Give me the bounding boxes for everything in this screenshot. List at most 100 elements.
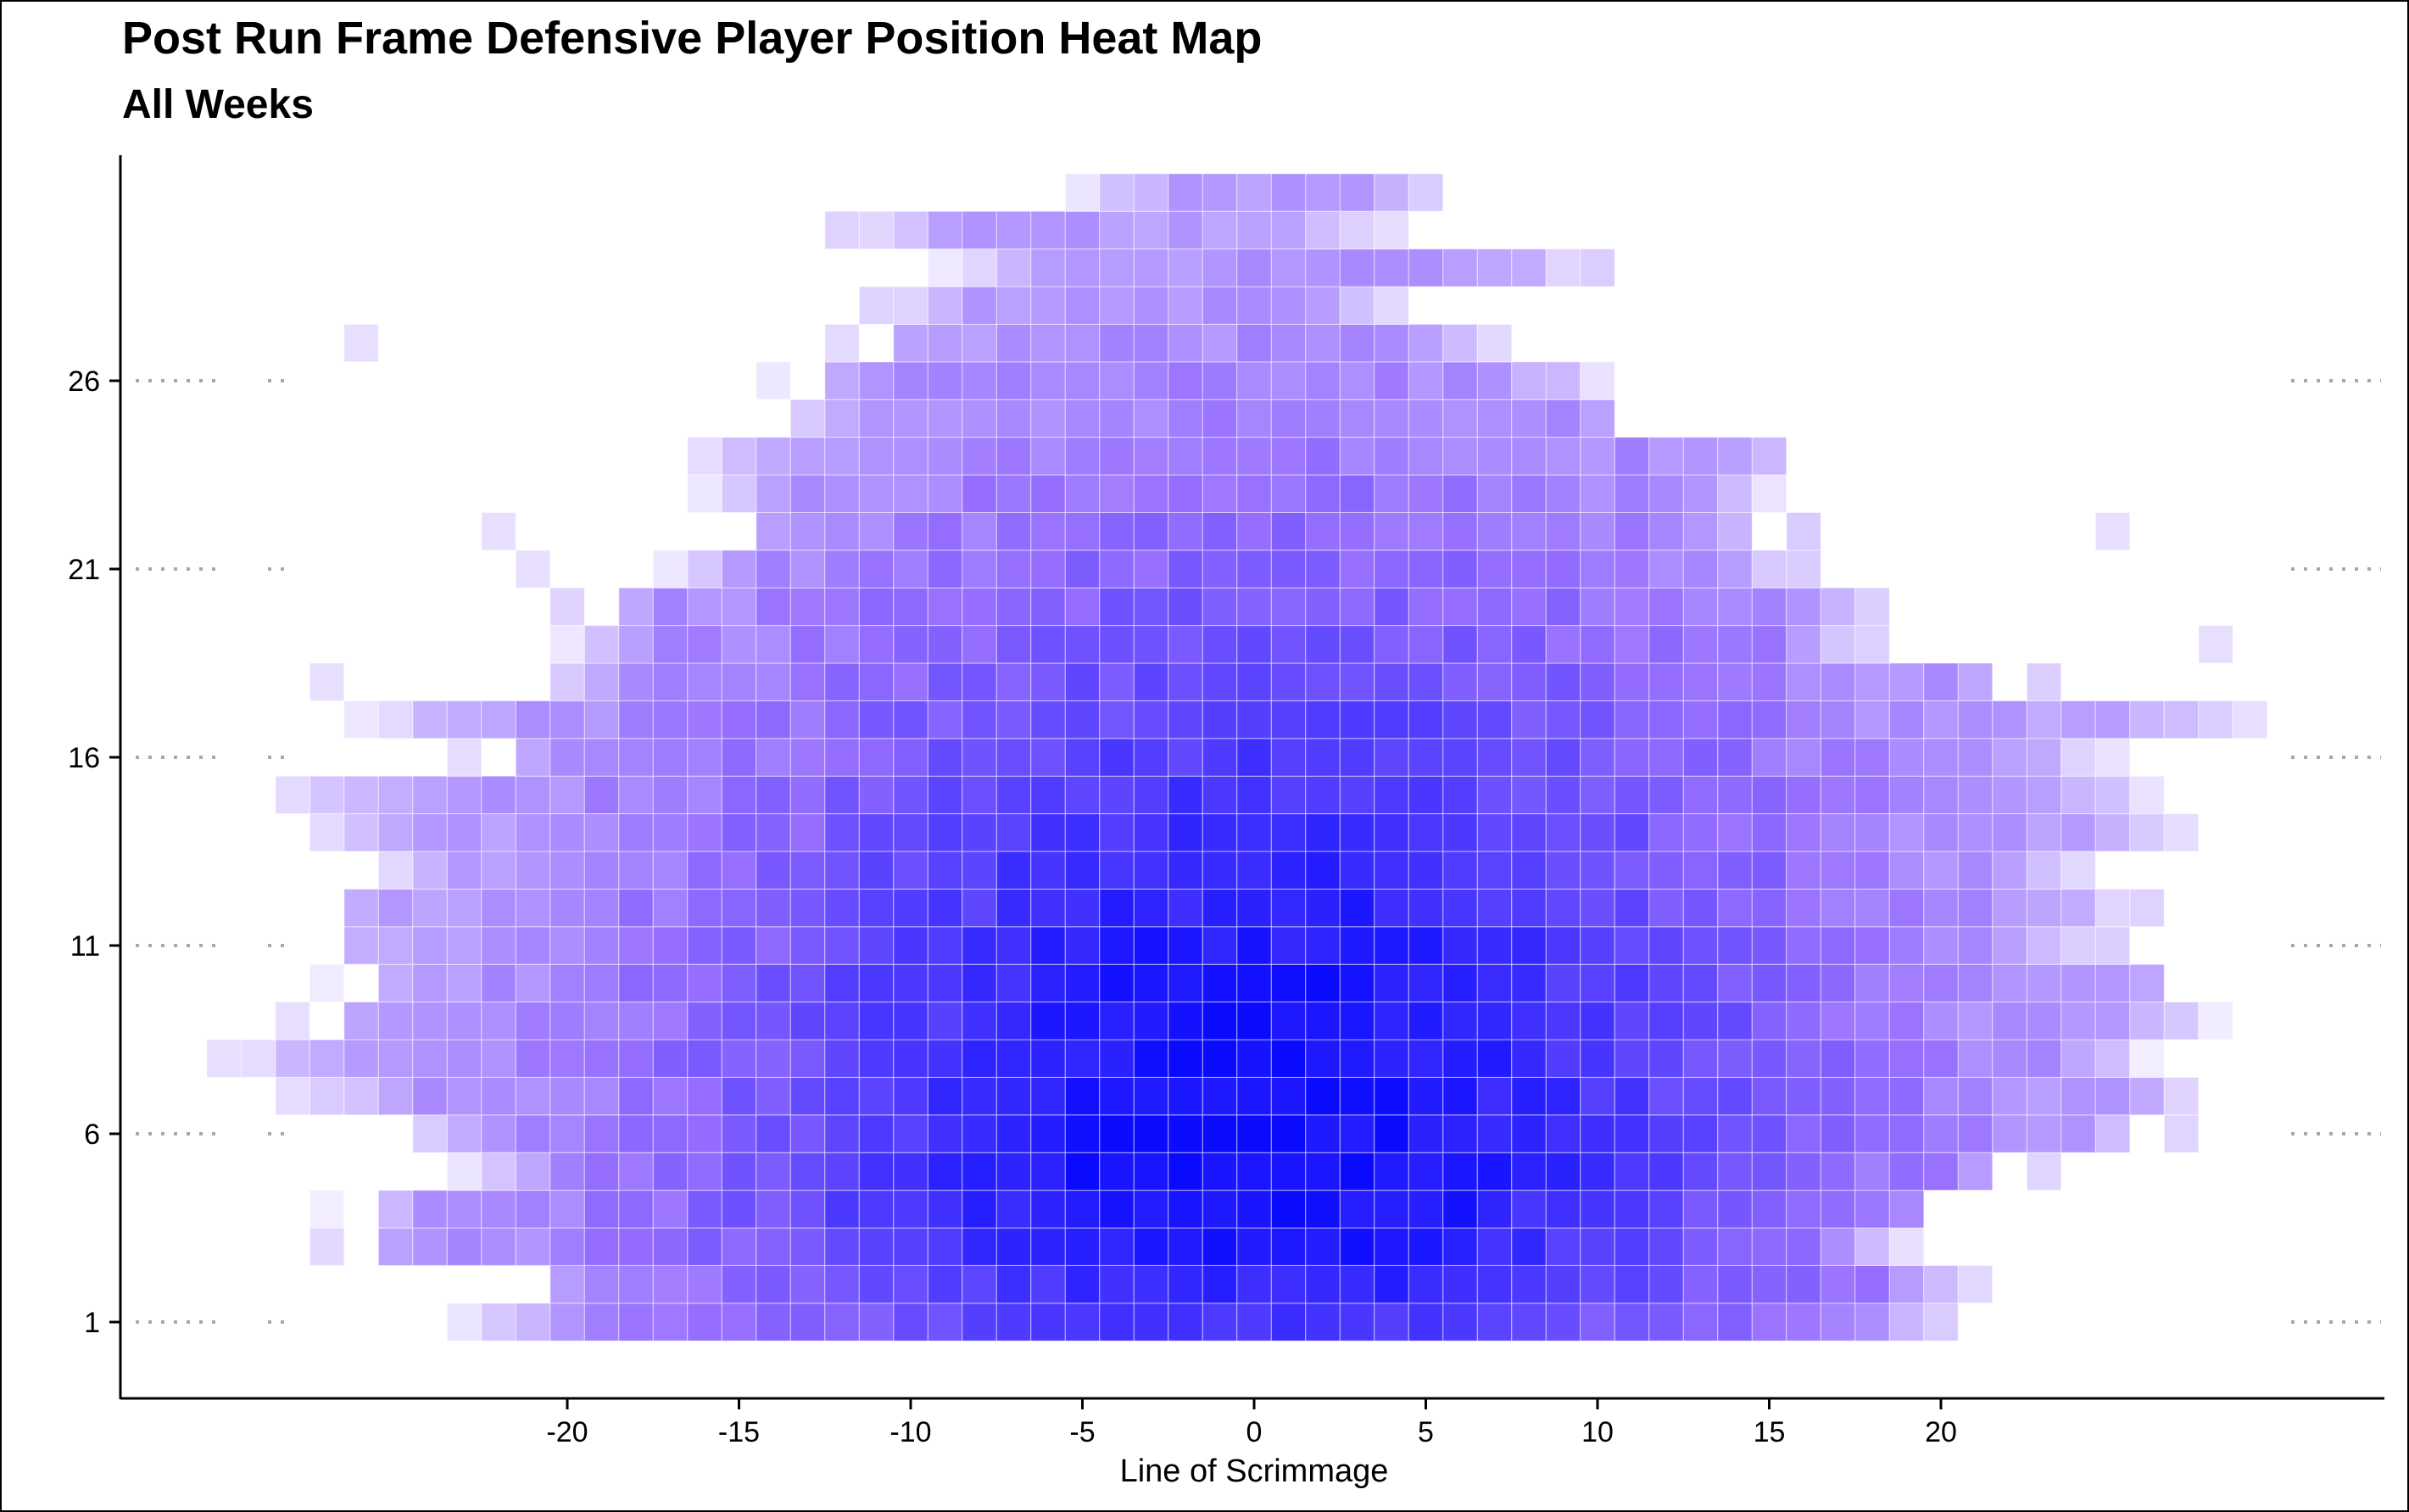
heatmap-cell [824,1114,860,1153]
heatmap-cell [1580,963,1615,1003]
heatmap-cell [1374,700,1409,739]
heatmap-cell [1339,1001,1375,1041]
heatmap-cell [549,738,585,777]
heatmap-cell [481,1152,516,1191]
heatmap-cell [1992,926,2027,965]
heatmap-cell [1614,813,1650,852]
heatmap-cell [1820,1227,1856,1266]
heatmap-cell [446,926,482,965]
heatmap-cell [858,700,895,739]
heatmap-cell [1133,1303,1169,1342]
heatmap-cell [756,851,791,890]
heatmap-cell [1099,1303,1135,1342]
heatmap-cell [1030,1001,1066,1041]
heatmap-cell [1305,361,1341,400]
heatmap-cell [995,399,1032,438]
heatmap-cell [2026,813,2062,852]
heatmap-cell [927,963,963,1003]
heatmap-cell [687,1303,722,1342]
x-tick-label: 15 [1754,1416,1786,1448]
heatmap-cell [1408,625,1444,664]
heatmap-cell [1202,1152,1238,1191]
heatmap-cell [1820,1303,1856,1342]
heatmap-cell [1648,1303,1684,1342]
heatmap-cell [1648,437,1684,476]
heatmap-cell [1133,323,1169,363]
heatmap-cell [1236,1114,1272,1153]
y-tick-label: 6 [84,1119,100,1151]
heatmap-cell [1099,399,1135,438]
heatmap-cell [1476,587,1513,627]
heatmap-cell [1339,963,1375,1003]
heatmap-cell [1957,1114,1994,1153]
heatmap-cell [618,738,654,777]
heatmap-cell [1339,1303,1375,1342]
heatmap-cell [377,851,414,890]
heatmap-cell [412,1190,448,1229]
heatmap-cell [549,1076,585,1116]
heatmap-cell [1064,361,1101,400]
heatmap-cell [618,1303,654,1342]
heatmap-cell [858,550,895,589]
heatmap-cell [995,625,1032,664]
heatmap-cell [1408,248,1444,287]
heatmap-cell [1442,700,1478,739]
heatmap-cell [995,851,1032,890]
heatmap-cell [1820,813,1856,852]
heatmap-cell [583,926,620,965]
heatmap-cell [687,587,722,627]
heatmap-cell [1099,474,1135,513]
heatmap-cell [1751,550,1787,589]
heatmap-cell [858,963,895,1003]
heatmap-cell [1374,1190,1409,1229]
heatmap-cell [893,210,928,250]
heatmap-cell [1133,963,1169,1003]
heatmap-cell [2060,888,2096,928]
heatmap-cell [1064,173,1101,212]
heatmap-cell [1545,474,1581,513]
heatmap-cell [2026,963,2062,1003]
heatmap-cell [343,775,379,815]
heatmap-cell [1476,437,1513,476]
heatmap-cell [756,625,791,664]
heatmap-cell [1511,1076,1547,1116]
heatmap-cell [549,662,585,701]
heatmap-cell [1064,550,1101,589]
heatmap-cell [756,511,791,551]
heatmap-cell [1476,775,1513,815]
heatmap-cell [343,888,379,928]
heatmap-cell [1030,775,1066,815]
heatmap-cell [687,474,722,513]
heatmap-cell [756,775,791,815]
heatmap-cell [2026,700,2062,739]
heatmap-cell [515,1114,551,1153]
heatmap-cell [1099,1227,1135,1266]
heatmap-cell [1580,700,1615,739]
heatmap-cell [1442,1114,1478,1153]
heatmap-cell [1099,1152,1135,1191]
heatmap-cell [962,361,997,400]
heatmap-cell [1545,1114,1581,1153]
heatmap-cell [962,851,997,890]
heatmap-cell [1614,888,1650,928]
heatmap-cell [1580,813,1615,852]
heatmap-cell [1374,963,1409,1003]
heatmap-cell [446,1303,482,1342]
heatmap-cell [1202,1039,1238,1078]
heatmap-cell [1339,437,1375,476]
heatmap-cell [927,738,963,777]
heatmap-cell [481,813,516,852]
heatmap-cell [1202,738,1238,777]
heatmap-cell [309,1190,345,1229]
heatmap-cell [687,1264,722,1304]
heatmap-cell [1442,323,1478,363]
heatmap-cell [515,926,551,965]
heatmap-cell [1545,1039,1581,1078]
heatmap-cell [549,1264,585,1304]
heatmap-cell [481,1039,516,1078]
heatmap-cell [687,1227,722,1266]
heatmap-cell [1957,1001,1994,1041]
heatmap-cell [962,625,997,664]
heatmap-cell [1614,625,1650,664]
heatmap-cell [1476,888,1513,928]
